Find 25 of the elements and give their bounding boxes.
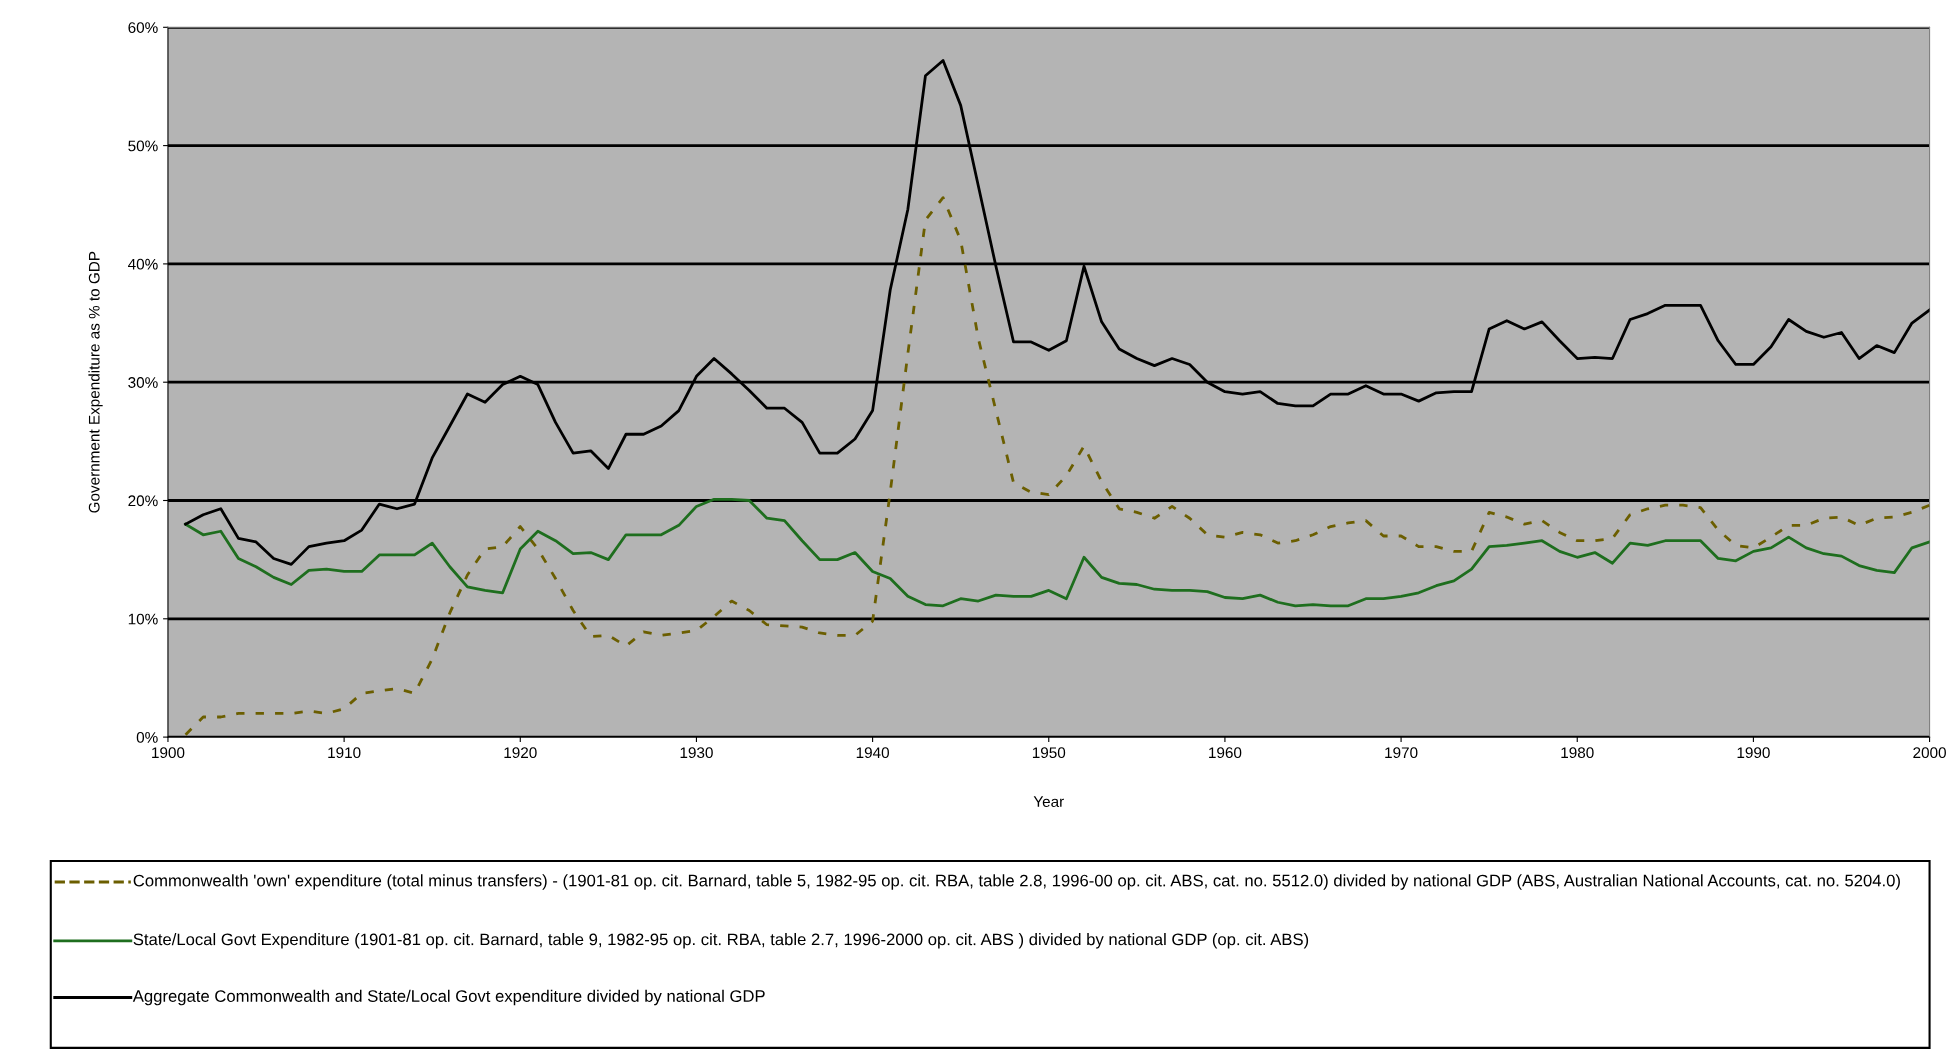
y-tick-label: 50% — [128, 140, 158, 152]
y-tick-label: 20% — [128, 495, 158, 507]
x-tick-label: 1950 — [1032, 747, 1066, 759]
legend-label: State/Local Govt Expenditure (1901-81 op. cit. Barnard, table 9, 1982-95 op. cit. RBA, table 2.7, 1996-2000 op. cit. ABS ) divided by national GDP (op. cit. ABS) — [133, 933, 1309, 949]
y-tick-label: 40% — [128, 258, 158, 270]
x-tick-label: 1920 — [504, 747, 537, 759]
legend-label: Aggregate Commonwealth and State/Local Govt expenditure divided by national GDP — [132, 989, 765, 1006]
x-tick-label: 1910 — [328, 747, 361, 759]
x-tick-label: 1980 — [1561, 747, 1594, 759]
y-axis-title: Government Expenditure as % to GDP — [88, 251, 103, 513]
line-series — [184, 196, 1930, 737]
y-tick-label: 0% — [136, 731, 158, 743]
x-tick-label: 1990 — [1737, 747, 1770, 759]
x-tick-label: 2000 — [1913, 747, 1946, 759]
x-tick-label: 1930 — [680, 747, 713, 759]
x-tick-label: 1970 — [1385, 747, 1418, 759]
y-tick-label: 30% — [128, 377, 158, 388]
x-tick-label: 1960 — [1209, 747, 1242, 759]
line-series — [184, 497, 1930, 608]
y-tick-label: 10% — [128, 613, 158, 625]
x-tick-label: 1940 — [856, 747, 889, 759]
y-tick-label: 60% — [128, 22, 158, 33]
x-axis-title: Year — [1033, 796, 1064, 808]
x-tick-label: 1900 — [152, 747, 185, 759]
legend-label: Commonwealth 'own' expenditure (total minus transfers) - (1901-81 op. cit. Barnard, table 5, 1982-95 op. cit. RBA, table 2.8, 1996-00 op. cit. ABS, cat. no. 5512.0) divided by national GDP (ABS, Australian National Accounts, cat. no. 5204.0) — [133, 874, 1900, 890]
